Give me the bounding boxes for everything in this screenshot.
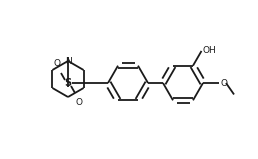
Text: OH: OH — [203, 46, 216, 55]
Text: O: O — [76, 98, 83, 107]
Text: O: O — [221, 79, 228, 87]
Text: O: O — [53, 59, 60, 68]
Text: N: N — [64, 56, 71, 66]
Text: S: S — [64, 78, 71, 88]
